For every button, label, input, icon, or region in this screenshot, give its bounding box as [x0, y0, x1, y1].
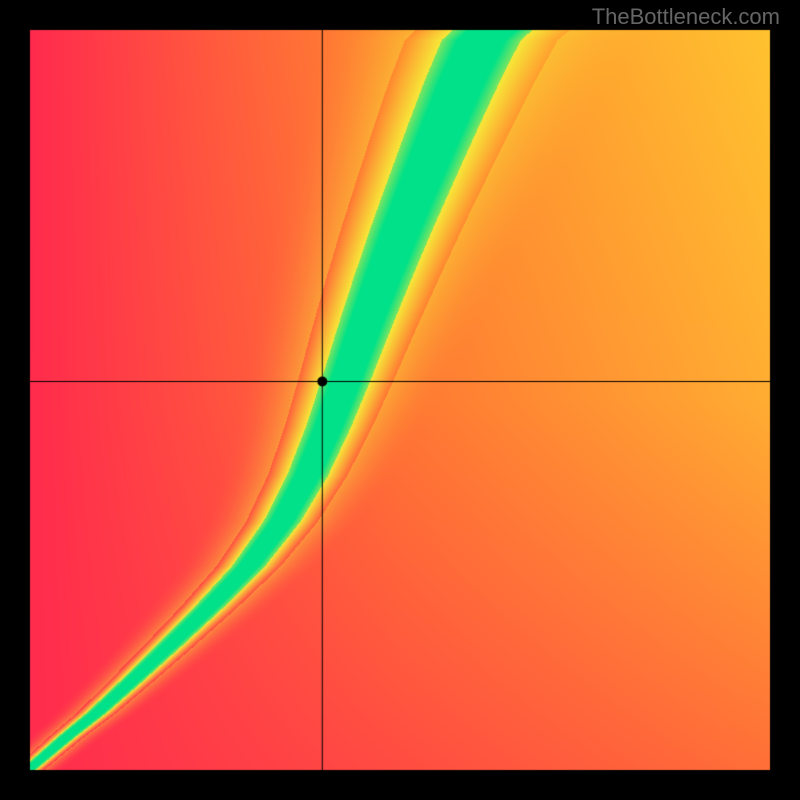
watermark-text: TheBottleneck.com: [592, 4, 780, 30]
heatmap-chart: [0, 0, 800, 800]
